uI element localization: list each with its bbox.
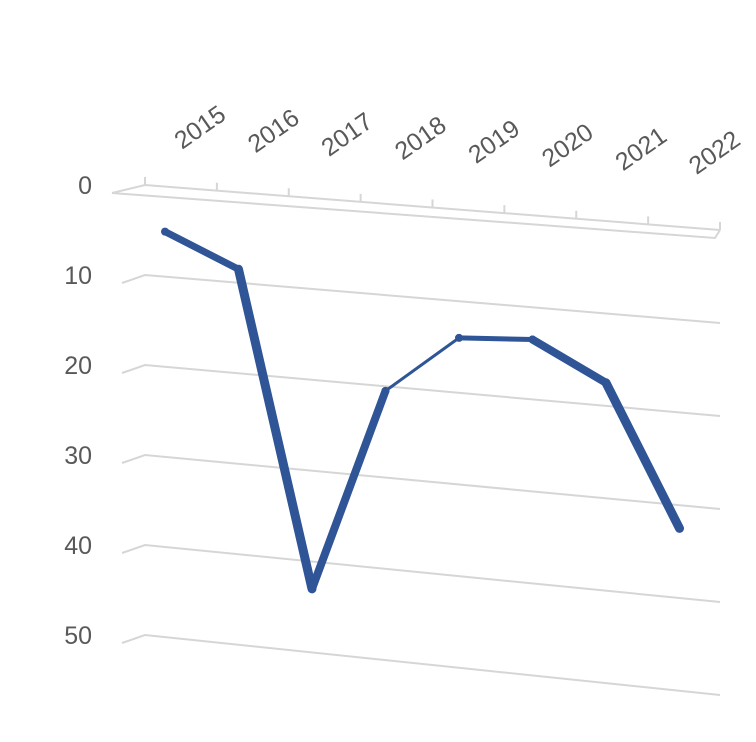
- x-tick-label-2019: 2019: [463, 114, 525, 169]
- data-point-2015: [161, 227, 169, 236]
- data-point-2016: [234, 265, 243, 274]
- series-segment-2018-2019: [384, 336, 461, 393]
- series-segment-2019-2020: [456, 335, 535, 343]
- series-segment-2015-2016: [161, 228, 242, 273]
- x-tick-label-2016: 2016: [243, 104, 305, 159]
- data-point-2022: [675, 524, 684, 533]
- y-tick-label-30: 30: [64, 442, 92, 470]
- x-axis-ticks: 2015 2016 2017 2018 2019 2020 2021 2022: [169, 100, 745, 180]
- gridline-40: [121, 543, 721, 603]
- series-segment-2020-2021: [528, 335, 610, 387]
- gridline-10: [121, 273, 721, 324]
- series-group: [161, 227, 684, 594]
- gridline-20: [121, 363, 721, 417]
- data-point-2019: [455, 333, 463, 342]
- gridlines: [111, 183, 721, 696]
- gridline-50: [121, 633, 721, 696]
- x-tick-label-2015: 2015: [169, 100, 231, 155]
- x-tick-label-2017: 2017: [316, 107, 378, 162]
- axis-floor: [111, 177, 721, 240]
- x-tick-label-2021: 2021: [610, 122, 672, 177]
- y-axis-ticks: 0 10 20 30 40 50: [64, 172, 92, 650]
- data-point-2018: [381, 386, 390, 395]
- y-tick-label-10: 10: [64, 262, 92, 290]
- x-tick-label-2022: 2022: [684, 125, 746, 180]
- gridline-30: [121, 453, 721, 510]
- y-tick-label-50: 50: [64, 622, 92, 650]
- gridline-0: [111, 183, 721, 231]
- x-tick-label-2018: 2018: [390, 111, 452, 166]
- data-point-2020: [528, 335, 537, 344]
- y-tick-label-0: 0: [78, 172, 92, 200]
- data-point-2017: [308, 584, 316, 593]
- series-segment-2021-2022: [601, 378, 684, 533]
- series-segment-2016-2017: [234, 264, 317, 594]
- series-segment-2017-2018: [308, 386, 390, 593]
- data-point-2021: [602, 378, 610, 387]
- floor-edge: [111, 192, 721, 240]
- y-tick-label-40: 40: [64, 532, 92, 560]
- y-tick-label-20: 20: [64, 352, 92, 380]
- x-tick-label-2020: 2020: [537, 118, 599, 173]
